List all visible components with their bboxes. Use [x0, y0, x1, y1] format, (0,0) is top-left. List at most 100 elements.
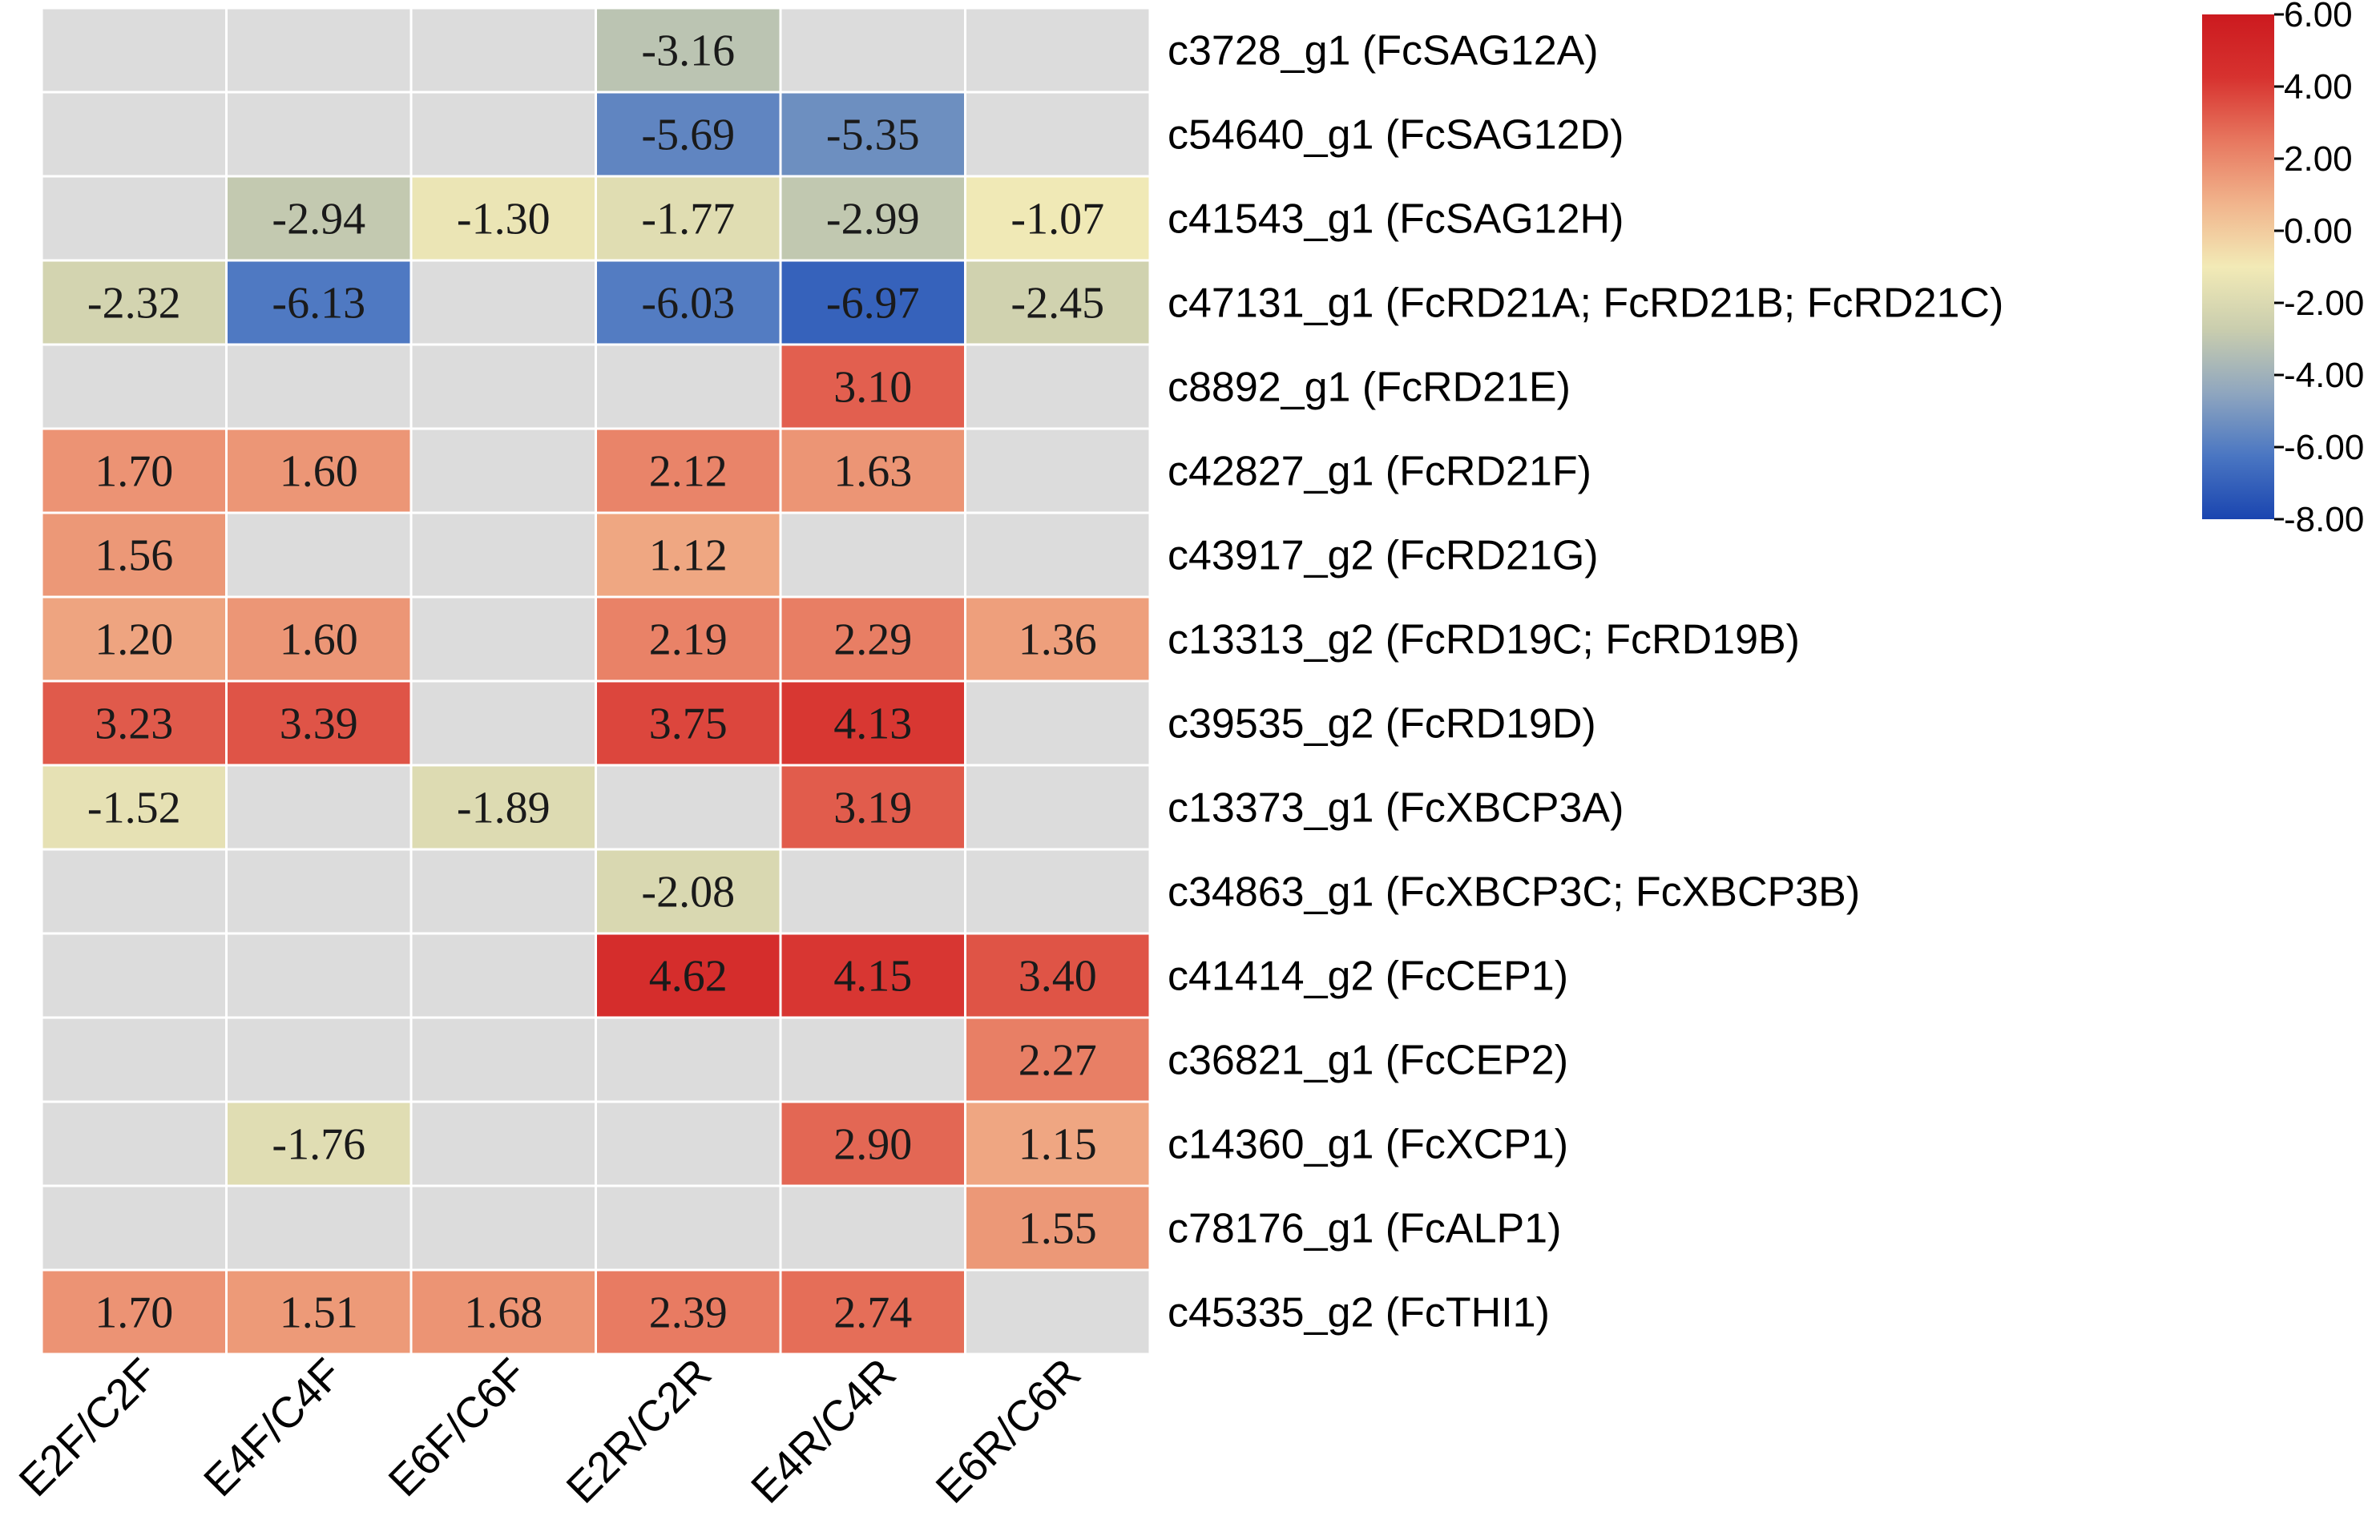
heatmap-cell: [779, 1268, 966, 1356]
cell-value-label: 3.75: [649, 699, 728, 749]
cell-value-label: 3.40: [1019, 952, 1097, 1002]
column-label: E2F/C2F: [10, 1349, 167, 1506]
cell-value-label: -2.94: [272, 195, 365, 244]
heatmap-cell: [225, 1016, 413, 1103]
heatmap-cell: [779, 427, 966, 514]
colorbar-tick-label: -2.00: [2284, 284, 2364, 323]
cell-value-label: -2.99: [826, 195, 920, 244]
heatmap-cell: [40, 848, 228, 935]
heatmap-cell: [409, 343, 597, 430]
heatmap-cell: [595, 427, 782, 514]
cell-value-label: 2.27: [1019, 1036, 1097, 1086]
heatmap-cell: [964, 679, 1152, 767]
heatmap-cell: [409, 91, 597, 178]
row-label: c54640_g1 (FcSAG12D): [1168, 112, 1624, 159]
heatmap-cell: [40, 1268, 228, 1356]
heatmap-cell: [779, 6, 966, 94]
heatmap-cell: [964, 1268, 1152, 1356]
heatmap-cell-values: -3.16 -5.69 -5.35 -2.94 -1.30 -1.77 -2.99 -1.07…: [87, 26, 1104, 1338]
heatmap-cell: [595, 511, 782, 599]
cell-value-label: -5.35: [826, 111, 920, 160]
row-label: c47131_g1 (FcRD21A; FcRD21B; FcRD21C): [1168, 280, 2003, 327]
colorbar-tick-label: -4.00: [2284, 356, 2364, 395]
cell-value-label: -3.16: [641, 26, 735, 76]
row-label: c45335_g2 (FcTHI1): [1168, 1290, 1550, 1336]
cell-value-label: 1.56: [95, 531, 173, 581]
heatmap-cell: [595, 91, 782, 178]
colorbar-tick-label: -8.00: [2284, 500, 2364, 539]
heatmap-cell: [779, 91, 966, 178]
heatmap-cell: [225, 259, 413, 346]
column-label: E4R/C4R: [742, 1349, 906, 1513]
heatmap-cell: [225, 91, 413, 178]
cell-value-label: -2.45: [1010, 279, 1104, 329]
colorbar-rect: [2202, 14, 2274, 519]
heatmap-cell: [409, 932, 597, 1019]
colorbar: 6.00 4.00 2.00 0.00 -2.00 -4.00 -6.00 -8.00: [2202, 0, 2364, 539]
column-label: E6F/C6F: [380, 1349, 536, 1506]
heatmap-cell: [225, 343, 413, 430]
cell-value-label: -1.07: [1010, 195, 1104, 244]
row-label: c78176_g1 (FcALP1): [1168, 1206, 1561, 1252]
heatmap-cell: [595, 6, 782, 94]
row-label: c41414_g2 (FcCEP1): [1168, 953, 1568, 1000]
heatmap-cell: [409, 259, 597, 346]
heatmap-cells: [40, 6, 1152, 1356]
cell-value-label: -2.32: [87, 279, 181, 329]
cell-value-label: 4.13: [833, 699, 912, 749]
heatmap-cell: [779, 848, 966, 935]
cell-value-label: 2.74: [833, 1288, 912, 1338]
column-label: E6R/C6R: [927, 1349, 1091, 1513]
row-label: c34863_g1 (FcXBCP3C; FcXBCP3B): [1168, 869, 1860, 916]
cell-value-label: -1.52: [87, 784, 181, 833]
heatmap-cell: [595, 1268, 782, 1356]
row-label: c41543_g1 (FcSAG12H): [1168, 196, 1624, 243]
heatmap-cell: [595, 175, 782, 262]
heatmap-cell: [595, 1100, 782, 1187]
cell-value-label: 4.62: [649, 952, 728, 1002]
heatmap-cell: [40, 932, 228, 1019]
heatmap-cell: [225, 427, 413, 514]
cell-value-label: 2.39: [649, 1288, 728, 1338]
cell-value-label: 2.19: [649, 615, 728, 665]
cell-value-label: 1.60: [280, 447, 358, 497]
heatmap-cell: [779, 1016, 966, 1103]
colorbar-tick-label: 6.00: [2284, 0, 2353, 34]
heatmap-cell: [40, 91, 228, 178]
cell-value-label: 1.63: [833, 447, 912, 497]
row-label: c36821_g1 (FcCEP2): [1168, 1038, 1568, 1084]
cell-value-label: 4.15: [833, 952, 912, 1002]
heatmap-cell: [964, 343, 1152, 430]
heatmap-cell: [40, 595, 228, 683]
heatmap-cell: [595, 764, 782, 851]
cell-value-label: -1.77: [641, 195, 735, 244]
heatmap-cell: [409, 679, 597, 767]
cell-value-label: 1.55: [1019, 1204, 1097, 1254]
cell-value-label: -6.03: [641, 279, 735, 329]
heatmap-cell: [964, 848, 1152, 935]
heatmap-cell: [225, 679, 413, 767]
heatmap-cell: [779, 1100, 966, 1187]
cell-value-label: 1.15: [1019, 1120, 1097, 1170]
heatmap-cell: [40, 6, 228, 94]
cell-value-label: 1.36: [1019, 615, 1097, 665]
colorbar-tick-label: 0.00: [2284, 212, 2353, 251]
heatmap-cell: [40, 1100, 228, 1187]
heatmap-cell: [964, 932, 1152, 1019]
cell-value-label: -2.08: [641, 868, 735, 917]
heatmap-cell: [225, 511, 413, 599]
row-labels: c3728_g1 (FcSAG12A) c54640_g1 (FcSAG12D) c…: [1168, 28, 2003, 1336]
cell-value-label: 2.90: [833, 1120, 912, 1170]
heatmap-cell: [409, 511, 597, 599]
cell-value-label: 1.60: [280, 615, 358, 665]
cell-value-label: 3.10: [833, 363, 912, 413]
heatmap-cell: [779, 1184, 966, 1272]
heatmap-cell: [409, 6, 597, 94]
heatmap-cell: [779, 679, 966, 767]
row-label: c39535_g2 (FcRD19D): [1168, 701, 1596, 748]
heatmap-cell: [964, 1016, 1152, 1103]
row-label: c43917_g2 (FcRD21G): [1168, 533, 1599, 579]
heatmap-cell: [964, 1100, 1152, 1187]
cell-value-label: 2.29: [833, 615, 912, 665]
heatmap-cell: [409, 1100, 597, 1187]
